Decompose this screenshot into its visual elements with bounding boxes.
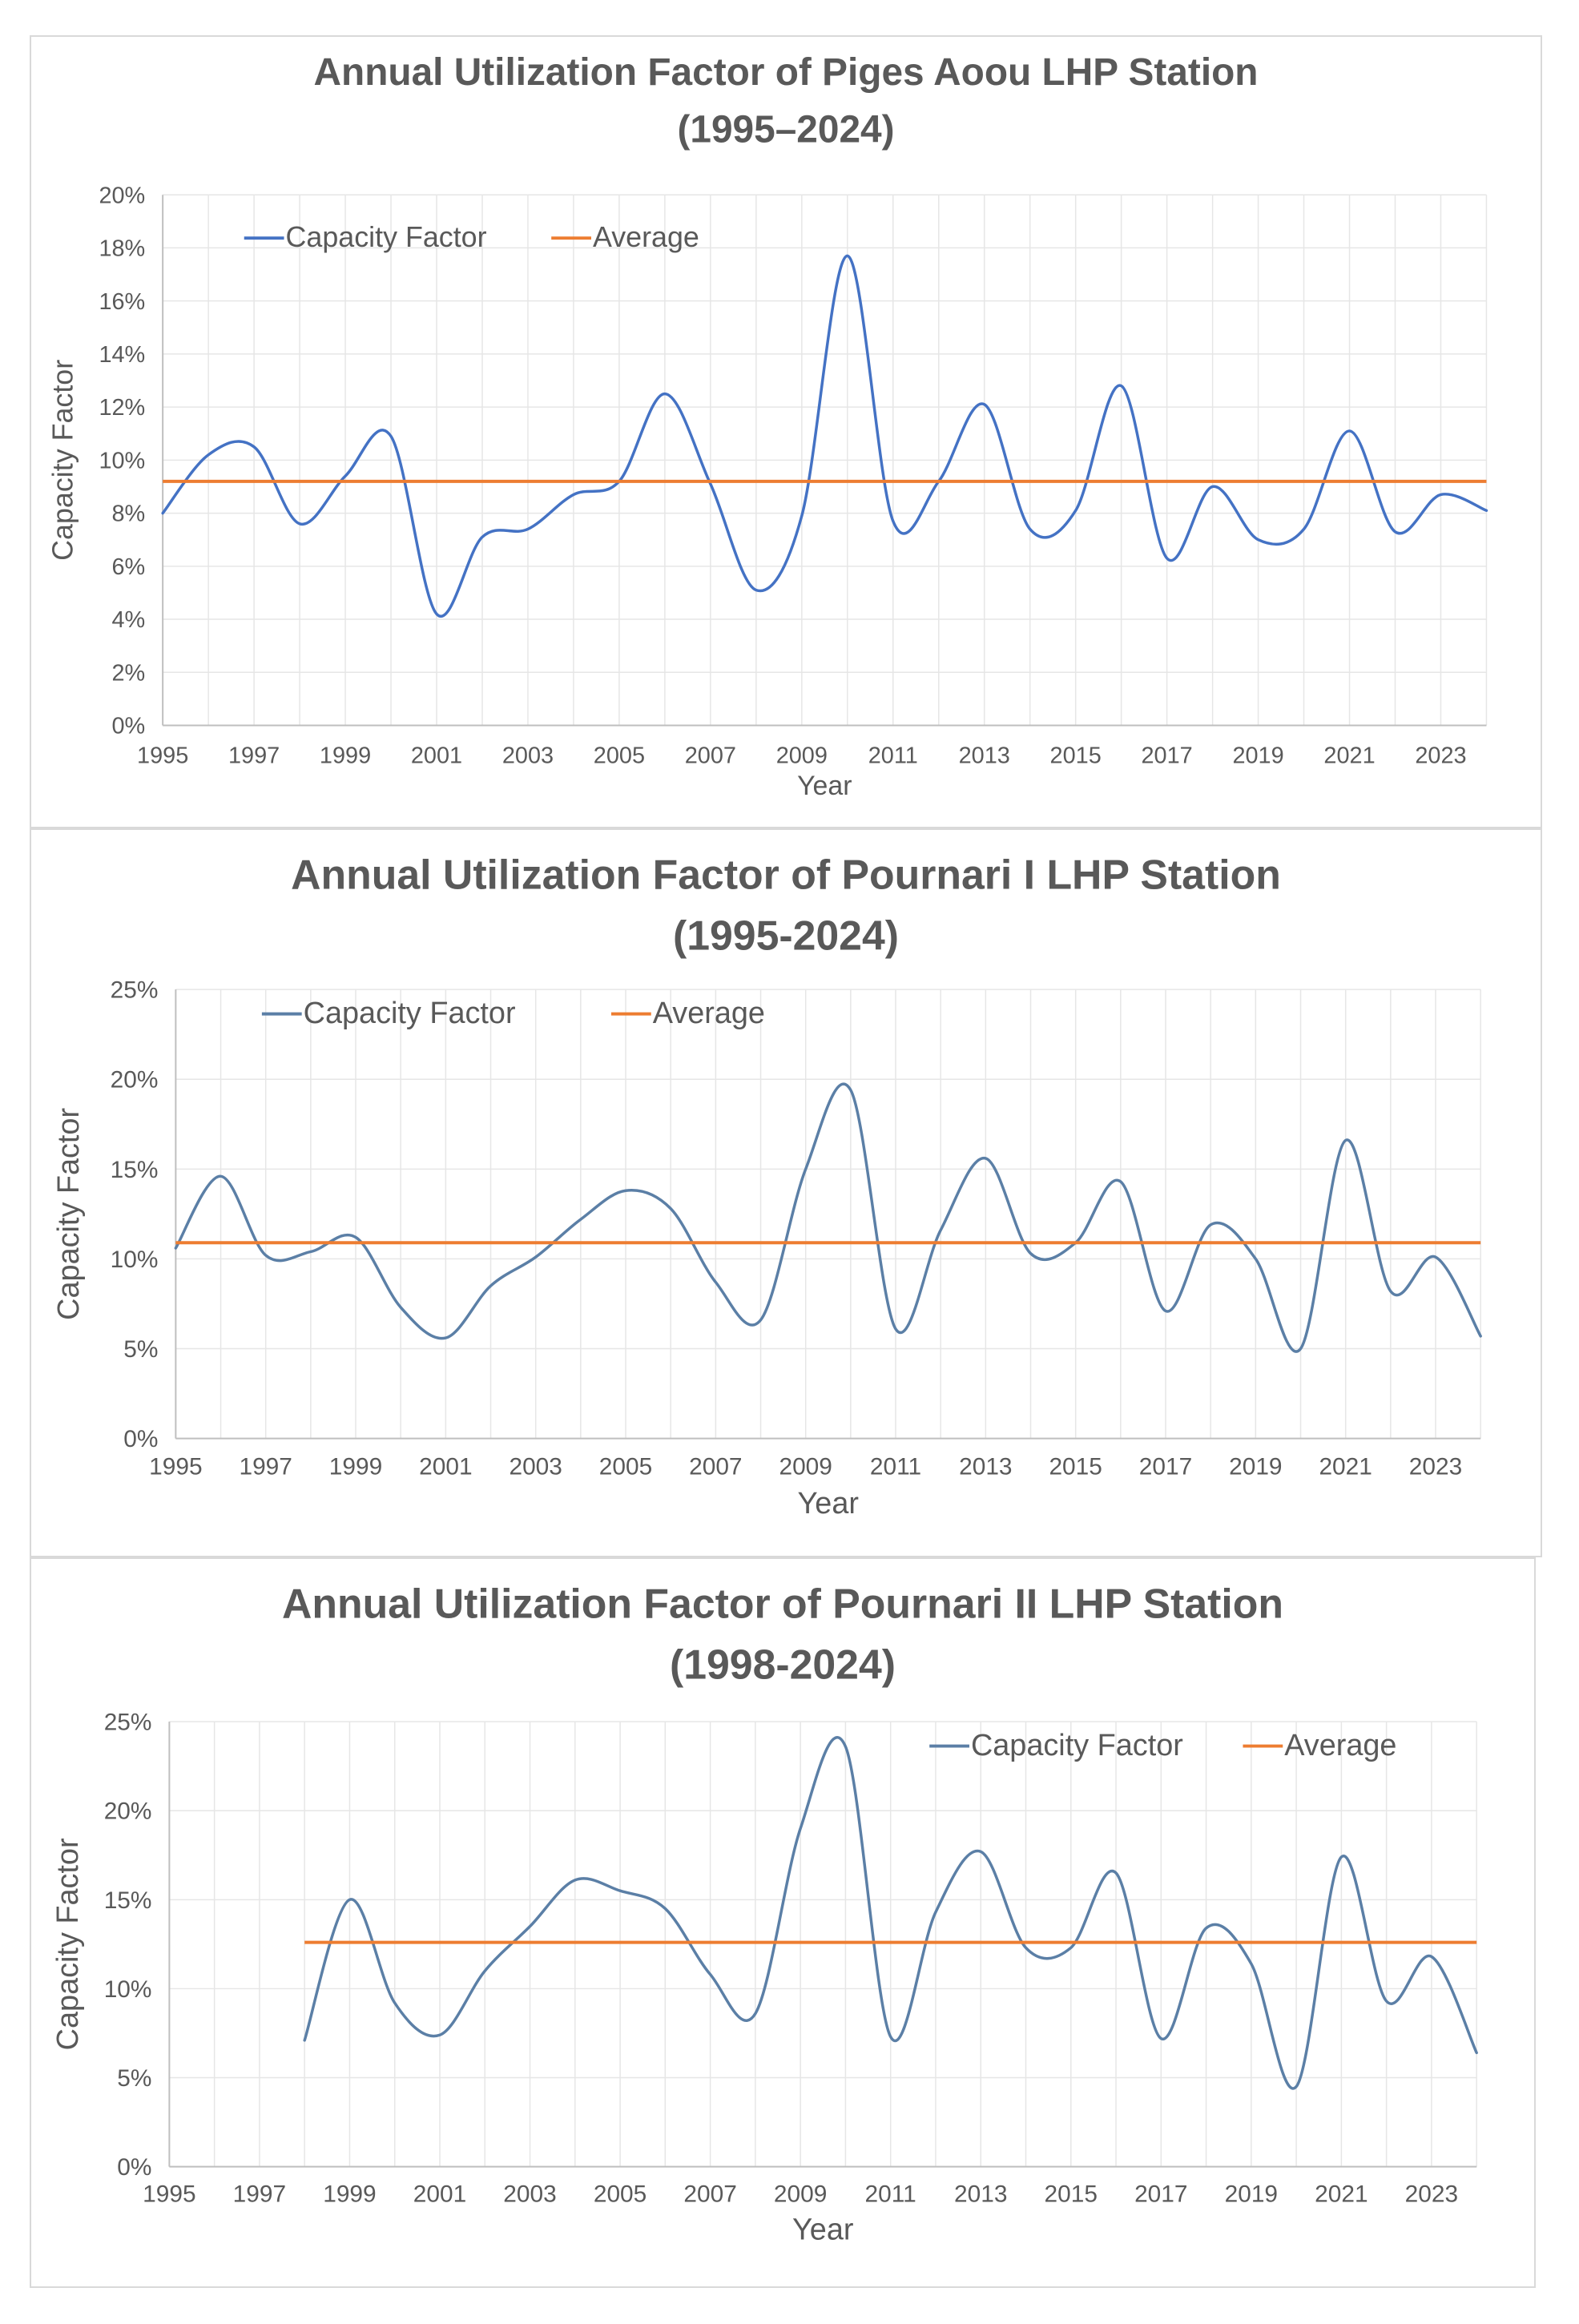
x-axis-label: Year [798,1487,859,1520]
y-tick-label: 25% [104,1710,152,1736]
x-tick-label: 2007 [683,2181,736,2207]
chart-title-line1: Annual Utilization Factor of Pournari II… [282,1581,1283,1627]
x-tick-label: 2017 [1134,2181,1187,2207]
x-tick-label: 2007 [685,743,736,768]
y-axis-label: Capacity Factor [52,1108,86,1320]
x-tick-label: 2015 [1050,743,1102,768]
x-tick-label: 1995 [137,743,188,768]
x-tick-label: 2015 [1045,2181,1098,2207]
line-chart-pournari-1: Annual Utilization Factor of Pournari I … [52,852,1482,1520]
x-tick-label: 2003 [502,743,554,768]
x-tick-label: 2023 [1405,2181,1458,2207]
x-tick-label: 1997 [233,2181,286,2207]
y-tick-label: 8% [112,501,146,527]
x-tick-label: 1995 [143,2181,195,2207]
capacity-factor-line [174,1082,1482,1353]
chart-title-line2: (1995-2024) [673,912,899,958]
x-tick-label: 2021 [1323,743,1375,768]
x-tick-label: 2023 [1409,1453,1462,1480]
x-tick-label: 2011 [868,743,918,768]
y-tick-label: 20% [111,1067,159,1094]
y-tick-label: 15% [104,1887,152,1914]
y-tick-label: 10% [104,1976,152,2003]
chart-panel-pournari-2: Annual Utilization Factor of Pournari II… [30,1557,1536,2288]
x-tick-label: 2007 [689,1453,742,1480]
y-tick-label: 4% [112,607,146,633]
y-tick-label: 20% [99,183,145,208]
capacity-factor-line [303,1736,1478,2090]
y-tick-label: 10% [99,448,145,473]
y-tick-label: 20% [104,1798,152,1825]
chart-title-line1: Annual Utilization Factor of Pournari I … [291,852,1281,898]
x-tick-label: 2019 [1232,743,1283,768]
legend-label-capacity-factor: Capacity Factor [971,1729,1183,1762]
x-tick-label: 1999 [329,1453,382,1480]
x-tick-label: 2019 [1229,1453,1282,1480]
x-tick-label: 1997 [239,1453,292,1480]
y-tick-label: 6% [112,554,146,580]
legend-label-capacity-factor: Capacity Factor [304,997,516,1030]
capacity-factor-line [161,254,1488,618]
chart-panel-piges-aoou: Annual Utilization Factor of Piges Aoou … [30,35,1542,828]
x-tick-label: 2001 [419,1453,472,1480]
x-tick-label: 2009 [779,1453,832,1480]
x-tick-label: 2011 [870,1453,921,1480]
x-tick-label: 2009 [774,2181,827,2207]
x-tick-label: 2005 [594,743,645,768]
x-tick-label: 1999 [320,743,371,768]
x-tick-label: 2005 [599,1453,652,1480]
y-axis-label: Capacity Factor [47,360,79,561]
y-tick-label: 0% [123,1426,158,1452]
chart-title-line2: (1995–2024) [677,108,894,151]
x-tick-label: 2019 [1225,2181,1278,2207]
x-tick-label: 2011 [865,2181,916,2207]
x-tick-label: 2017 [1141,743,1192,768]
y-tick-label: 16% [99,289,145,315]
chart-title-line2: (1998-2024) [670,1641,896,1687]
y-tick-label: 18% [99,236,145,262]
legend-label-capacity-factor: Capacity Factor [286,221,487,253]
line-chart-pournari-2: Annual Utilization Factor of Pournari II… [51,1581,1478,2246]
y-axis-label: Capacity Factor [51,1838,85,2050]
y-tick-label: 0% [117,2154,151,2181]
x-tick-label: 2009 [776,743,828,768]
x-tick-label: 1995 [149,1453,202,1480]
x-tick-label: 2001 [413,2181,466,2207]
x-tick-label: 2003 [503,2181,556,2207]
chart-title-line1: Annual Utilization Factor of Piges Aoou … [313,51,1258,94]
x-tick-label: 1997 [228,743,280,768]
legend-label-average: Average [593,221,699,253]
line-chart-piges-aoou: Annual Utilization Factor of Piges Aoou … [47,51,1488,801]
x-tick-label: 2017 [1139,1453,1192,1480]
x-tick-label: 2013 [959,1453,1012,1480]
x-tick-label: 2005 [594,2181,647,2207]
x-tick-label: 2015 [1049,1453,1102,1480]
y-tick-label: 12% [99,395,145,421]
x-tick-label: 2021 [1319,1453,1372,1480]
y-tick-label: 15% [111,1157,159,1183]
x-axis-label: Year [792,2213,853,2246]
y-tick-label: 25% [111,977,159,1004]
y-tick-label: 10% [111,1247,159,1273]
x-tick-label: 2013 [954,2181,1007,2207]
y-tick-label: 5% [123,1336,158,1363]
chart-panel-pournari-1: Annual Utilization Factor of Pournari I … [30,828,1542,1557]
legend-label-average: Average [653,997,765,1030]
y-tick-label: 2% [112,660,146,686]
y-tick-label: 5% [117,2065,151,2092]
x-tick-label: 2013 [959,743,1010,768]
y-tick-label: 14% [99,342,145,368]
x-tick-label: 2021 [1315,2181,1368,2207]
x-tick-label: 2001 [411,743,462,768]
y-tick-label: 0% [112,714,146,739]
x-axis-label: Year [797,771,852,801]
x-tick-label: 2003 [509,1453,562,1480]
x-tick-label: 1999 [323,2181,376,2207]
x-tick-label: 2023 [1415,743,1466,768]
legend-label-average: Average [1284,1729,1396,1762]
